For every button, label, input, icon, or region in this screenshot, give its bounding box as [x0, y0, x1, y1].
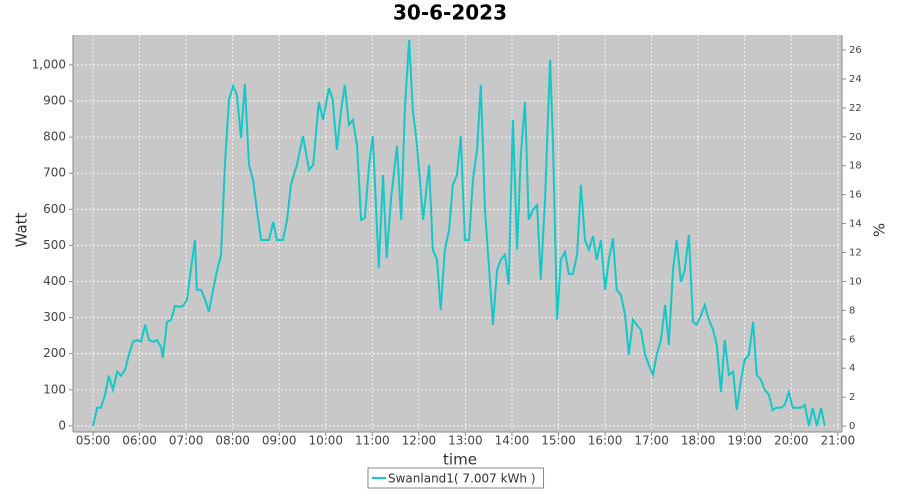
chart-title: 30-6-2023: [393, 1, 507, 25]
legend-box: [367, 467, 545, 489]
y2-tick-label: 26: [849, 45, 862, 56]
y2-tick-label: 10: [849, 276, 862, 287]
y-tick-label: 0: [58, 418, 66, 432]
y-tick-label: 1,000: [32, 57, 66, 71]
x-tick-label: 12:00: [402, 434, 437, 448]
x-tick-label: 14:00: [495, 434, 530, 448]
x-tick-label: 09:00: [262, 434, 297, 448]
x-tick-label: 17:00: [634, 434, 669, 448]
y2-tick-label: 22: [849, 103, 862, 114]
plot-area: [73, 35, 842, 432]
x-tick-label: 05:00: [76, 434, 111, 448]
y2-tick-label: 0: [849, 421, 855, 432]
x-tick-label: 10:00: [308, 434, 343, 448]
y-tick-label: 700: [43, 166, 66, 180]
y-tick-label: 900: [43, 94, 66, 108]
y2-tick-label: 24: [849, 74, 862, 85]
x-tick-label: 16:00: [588, 434, 623, 448]
y2-tick-label: 20: [849, 132, 862, 143]
x-tick-label: 19:00: [727, 434, 762, 448]
y2-tick-label: 18: [849, 161, 862, 172]
y-tick-label: 800: [43, 130, 66, 144]
x-tick-label: 11:00: [355, 434, 390, 448]
y-tick-label: 100: [43, 382, 66, 396]
x-tick-label: 20:00: [774, 434, 809, 448]
y-tick-label: 300: [43, 310, 66, 324]
y2-tick-label: 16: [849, 190, 862, 201]
x-tick-label: 08:00: [215, 434, 250, 448]
y2-tick-label: 4: [849, 363, 855, 374]
y-tick-label: 400: [43, 274, 66, 288]
x-tick-label: 21:00: [821, 434, 856, 448]
y-tick-label: 500: [43, 238, 66, 252]
y2-axis-label: %: [871, 223, 889, 237]
x-tick-label: 18:00: [681, 434, 716, 448]
x-tick-label: 13:00: [448, 434, 483, 448]
y2-tick-label: 14: [849, 219, 862, 230]
x-axis-label: time: [443, 451, 477, 469]
x-tick-label: 15:00: [541, 434, 576, 448]
y-tick-label: 600: [43, 202, 66, 216]
y2-tick-label: 2: [849, 392, 855, 403]
legend-label: Swanland1( 7.007 kWh ): [388, 472, 536, 486]
y-tick-label: 200: [43, 346, 66, 360]
y2-tick-label: 12: [849, 248, 862, 259]
y2-tick-label: 8: [849, 305, 855, 316]
y-axis-label: Watt: [13, 212, 31, 247]
y2-tick-label: 6: [849, 334, 855, 345]
x-tick-label: 06:00: [122, 434, 157, 448]
x-tick-label: 07:00: [169, 434, 204, 448]
series-line: [92, 40, 826, 427]
